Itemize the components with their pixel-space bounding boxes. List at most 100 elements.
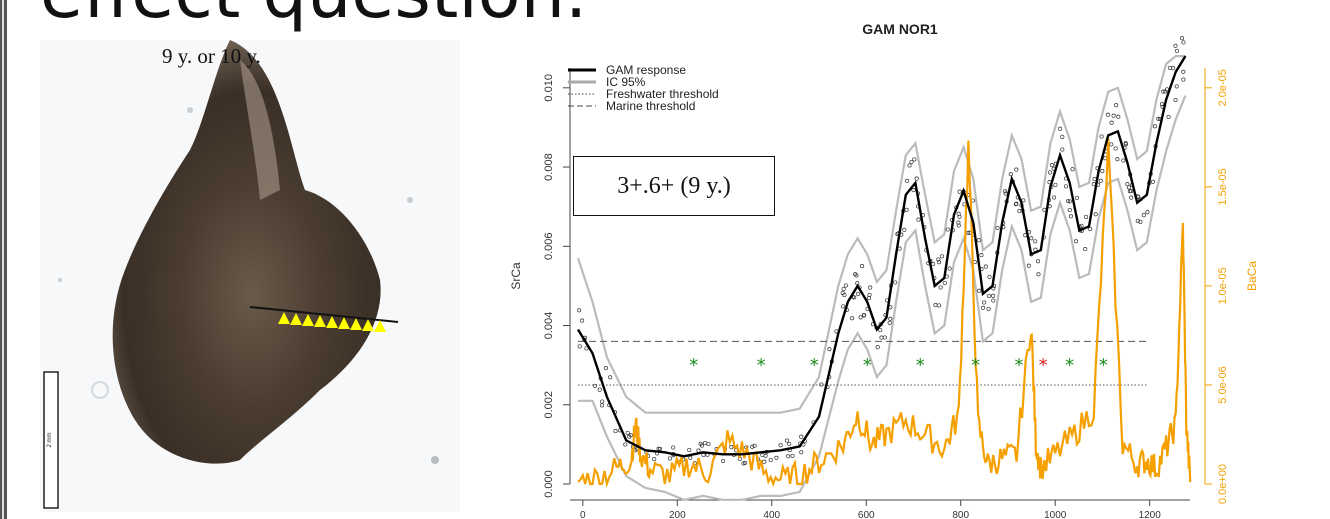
annulus-star: * (1015, 355, 1024, 376)
scatter-point (986, 293, 992, 299)
annulus-star: * (1065, 355, 1074, 376)
gam-chart: GAM NOR1 0.000 0.002 0.004 0.006 0.008 0.010 S… (509, 21, 1259, 519)
scatter-point (597, 387, 602, 392)
y-tick-label: 0.000 (543, 470, 555, 498)
annulus-star: * (757, 355, 766, 376)
scatter-point (841, 286, 846, 292)
scatter-point (1100, 169, 1105, 174)
scatter-point (882, 335, 887, 340)
scatter-point (976, 238, 981, 243)
scatter-point (862, 312, 867, 318)
scatter-point (603, 366, 609, 371)
scatter-point (957, 214, 962, 219)
scatter-point (1052, 195, 1057, 200)
scatter-point (1088, 226, 1093, 232)
scatter-point (688, 455, 693, 460)
scatter-point (1098, 178, 1103, 183)
otolith-photo: 2 mm (40, 40, 460, 512)
scatter-point (979, 253, 984, 258)
chart-axes: 0.000 0.002 0.004 0.006 0.008 0.010 SrCa 0.0e+0… (509, 68, 1259, 519)
y2-tick-label: 1.5e-05 (1217, 168, 1229, 205)
scatter-point (1068, 214, 1074, 219)
scatter-point (1152, 124, 1157, 129)
scatter-point (1014, 201, 1019, 206)
scatter-point (1171, 66, 1176, 71)
scatter-point (1141, 213, 1146, 218)
scatter-point (1058, 126, 1063, 131)
debris-dot (407, 197, 413, 203)
scatter-point (778, 443, 783, 448)
scatter-point (1116, 114, 1121, 119)
scatter-point (936, 257, 941, 262)
scatter-point (1181, 77, 1186, 82)
scatter-point (914, 176, 919, 181)
scatter-point (1161, 89, 1166, 94)
x-tick-label: 0 (580, 510, 586, 519)
scatter-point (841, 304, 846, 309)
annulus-star: * (1039, 355, 1048, 376)
y-axis-label: SrCa (509, 262, 523, 290)
scatter-point (608, 375, 613, 380)
legend-label: IC 95% (606, 75, 646, 89)
x-tick-label: 400 (763, 510, 780, 519)
scatter-point (956, 220, 961, 225)
scatter-point (819, 382, 824, 387)
y-tick-label: 0.006 (543, 233, 555, 261)
scatter-point (904, 207, 909, 212)
gam-response-line (576, 55, 1187, 458)
scatter-point (1074, 195, 1079, 200)
scatter-point (867, 292, 872, 297)
scale-bar (43, 371, 59, 509)
scatter-point (787, 441, 792, 446)
scatter-point (1159, 102, 1165, 107)
age-callout: 3+.6+ (9 y.) (573, 156, 775, 216)
threshold-lines (578, 340, 1147, 386)
scatter-point (701, 452, 706, 458)
scatter-point (750, 444, 755, 449)
scatter-point (1048, 170, 1053, 175)
scatter-point (856, 291, 861, 297)
scatter-point (658, 446, 663, 451)
scatter-point (625, 430, 630, 435)
scatter-point (1123, 142, 1128, 147)
scatter-point (1114, 103, 1119, 108)
scatter-point (774, 455, 779, 460)
scatter-point (933, 303, 938, 308)
scatter-point (905, 178, 910, 183)
scatter-point (947, 266, 952, 271)
annulus-star: * (1099, 355, 1108, 376)
scatter-point (741, 461, 746, 466)
scatter-point (613, 429, 618, 434)
scatter-point (909, 159, 914, 165)
scatter-point (907, 163, 912, 168)
scatter-point (671, 445, 676, 450)
scatter-point (1174, 84, 1179, 89)
scatter-point (986, 306, 991, 311)
scatter-point (1084, 214, 1089, 219)
scatter-point (1111, 113, 1116, 118)
scatter-point (1060, 147, 1065, 152)
scatter-point (1070, 167, 1075, 172)
scatter-point (1166, 114, 1171, 119)
scatter-point (799, 434, 804, 439)
annulus-star: * (971, 355, 980, 376)
scatter-point (763, 453, 768, 458)
scale-bar-label: 2 mm (47, 432, 53, 447)
scatter-point (1127, 189, 1132, 194)
scatter-point (1174, 48, 1179, 53)
scatter-point (577, 344, 582, 349)
scatter-point (842, 292, 847, 298)
otolith-rostrum (240, 60, 280, 200)
otolith-image: 2 mm (43, 40, 439, 509)
scatter-point (1150, 179, 1155, 184)
annulus-stars: * * * * * * * * * * (689, 355, 1108, 376)
scatter-point (1129, 195, 1134, 200)
scatter-point (942, 280, 947, 286)
scatter-point (887, 320, 892, 325)
scatter-point (1109, 142, 1114, 147)
x-tick-label: 200 (669, 510, 686, 519)
scatter-point (860, 264, 865, 269)
scatter-point (652, 457, 657, 462)
annulus-star: * (810, 355, 819, 376)
